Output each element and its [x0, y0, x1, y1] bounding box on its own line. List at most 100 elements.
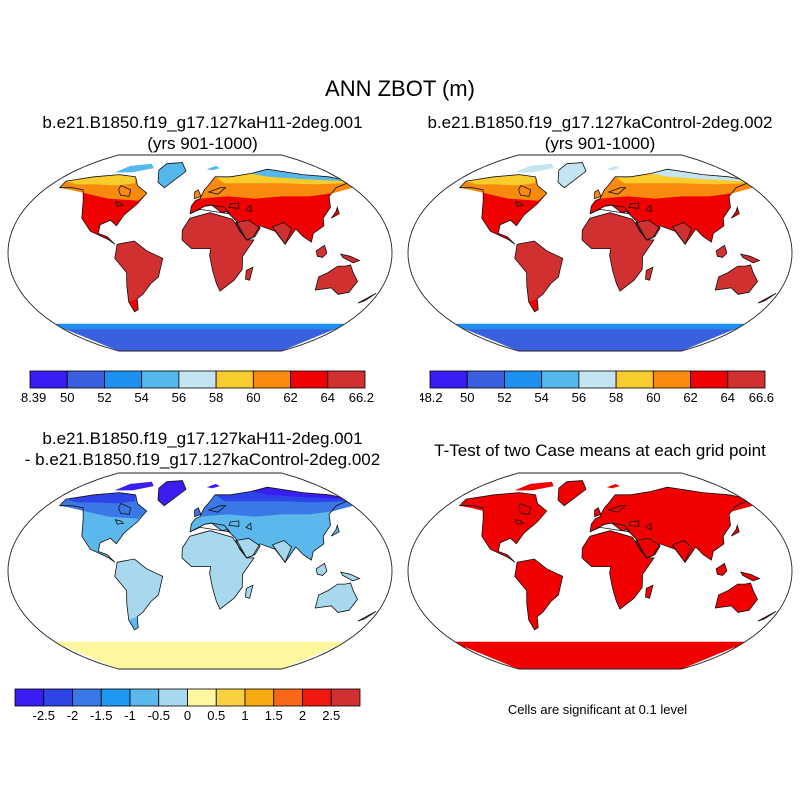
coastline-madagascar — [645, 584, 654, 599]
land-madagascar — [245, 585, 253, 599]
panel-3-title: b.e21.B1850.f19_g17.127kaH11-2deg.001 - … — [5, 428, 400, 470]
colorbar-swatch — [215, 688, 246, 707]
colorbar-tick-label: 64 — [321, 390, 335, 405]
panel-2-years: (yrs 901-1000) — [544, 134, 656, 153]
coastline-australia — [314, 582, 358, 613]
zone-north-america-arctic — [466, 492, 536, 504]
coastline-detail — [189, 204, 231, 215]
land-australia — [315, 583, 358, 613]
coastline-new-guinea — [739, 571, 761, 582]
coastline-japan — [730, 523, 740, 537]
colorbar-swatch — [14, 688, 45, 707]
coastline-greenland — [157, 162, 187, 189]
zone-patagonia — [128, 616, 139, 630]
colorbar-swatch — [72, 688, 102, 707]
coastline-australia — [714, 264, 758, 295]
land-british-isles — [594, 507, 601, 517]
zone-canadian-archipelago — [114, 481, 154, 491]
colorbar-tick-label: 1.5 — [265, 708, 283, 723]
map-panel-2 — [407, 154, 793, 352]
coastline-british-isles — [594, 507, 602, 518]
land-antarctica — [60, 327, 340, 351]
coastline-india — [671, 222, 692, 246]
colorbar-swatch — [215, 370, 254, 389]
map-frame — [7, 472, 393, 670]
coastline-detail — [628, 202, 640, 209]
land-africa — [582, 212, 654, 292]
colorbar-tick-label: -0.5 — [148, 708, 170, 723]
colorbar-tick-label: 2.5 — [322, 708, 340, 723]
coastline-madagascar — [245, 266, 254, 281]
land-borneo — [316, 245, 327, 258]
zone-svalbard — [606, 483, 620, 489]
coastline-british-isles — [194, 189, 202, 200]
colorbar-swatch — [727, 370, 766, 389]
zone-siberia-coast — [250, 169, 344, 182]
land-africa — [182, 530, 254, 610]
coastline-new-guinea — [339, 571, 361, 582]
coastline-india — [271, 540, 292, 564]
panel-1-years: (yrs 901-1000) — [147, 134, 258, 153]
colorbar-tick-label: 0 — [184, 708, 191, 723]
colorbar-2: 48.2 50 52 54 56 58 60 62 64 66.61 — [420, 370, 775, 405]
land-greenland — [158, 162, 186, 188]
coastline-south-america — [514, 240, 564, 313]
coastline-detail — [607, 505, 627, 513]
panel-4-ttest-title: T-Test of two Case means at each grid po… — [434, 441, 766, 460]
coastline-detail — [207, 187, 227, 195]
colorbar-swatch — [690, 370, 729, 389]
colorbar-tick-label: 58 — [609, 390, 623, 405]
coastline-detail — [118, 184, 132, 197]
map-panel-4 — [407, 472, 793, 670]
coastline-detail — [514, 519, 525, 525]
panel-2-case-name: b.e21.B1850.f19_g17.127kaControl-2deg.00… — [427, 113, 773, 132]
zone-patagonia — [128, 298, 139, 312]
colorbar-1: 48.39 50 52 54 56 58 60 62 64 66.22 — [20, 370, 375, 405]
colorbar-swatch — [244, 688, 275, 707]
land-australia — [715, 583, 758, 613]
coastline-detail — [645, 522, 652, 531]
coastline-detail — [589, 204, 631, 215]
coastline-detail — [645, 204, 652, 213]
zone-patagonia — [528, 298, 539, 312]
colorbar-tick-label: 52 — [497, 390, 511, 405]
zone-canadian-archipelago — [514, 163, 554, 173]
map-panel-3 — [7, 472, 393, 670]
coastline-eurasia — [189, 168, 348, 245]
land-antarctica — [460, 327, 740, 351]
colorbar-swatch — [652, 370, 691, 389]
coastline-detail — [589, 522, 631, 533]
land-india — [672, 540, 692, 563]
coastline-borneo — [315, 562, 328, 576]
colorbar-swatch — [141, 370, 180, 389]
colorbar-swatch — [129, 688, 160, 707]
coastline-africa — [581, 530, 655, 610]
land-british-isles — [194, 507, 201, 517]
colorbar-tick-label: -2 — [67, 708, 79, 723]
coastline-british-isles — [594, 189, 602, 200]
coastline-detail — [518, 184, 532, 197]
land-south-america — [514, 241, 563, 312]
colorbar-tick-label: 0.5 — [207, 708, 225, 723]
coastline-borneo — [715, 244, 728, 258]
coastline-new-guinea — [339, 253, 361, 264]
coastline-africa — [581, 212, 655, 292]
coastline-south-america — [514, 558, 564, 631]
coastline-eurasia — [189, 486, 348, 563]
colorbar-swatch — [504, 370, 543, 389]
coastline-new-zealand — [357, 610, 377, 622]
land-british-isles — [594, 189, 601, 199]
coastline-north-america — [458, 174, 548, 245]
land-borneo — [316, 563, 327, 576]
colorbar-tick-label: 2 — [299, 708, 306, 723]
colorbar-swatch — [100, 688, 131, 707]
land-borneo — [716, 563, 727, 576]
zone-siberia-coast — [250, 487, 344, 500]
panel-1-title: b.e21.B1850.f19_g17.127kaH11-2deg.001 (y… — [10, 112, 395, 154]
colorbar-tick-label: 62 — [683, 390, 697, 405]
coastline-india — [671, 540, 692, 564]
map-frame — [407, 154, 793, 352]
zone-north-america-arctic — [66, 492, 136, 504]
land-antarctica — [60, 645, 340, 669]
coastline-borneo — [715, 562, 728, 576]
